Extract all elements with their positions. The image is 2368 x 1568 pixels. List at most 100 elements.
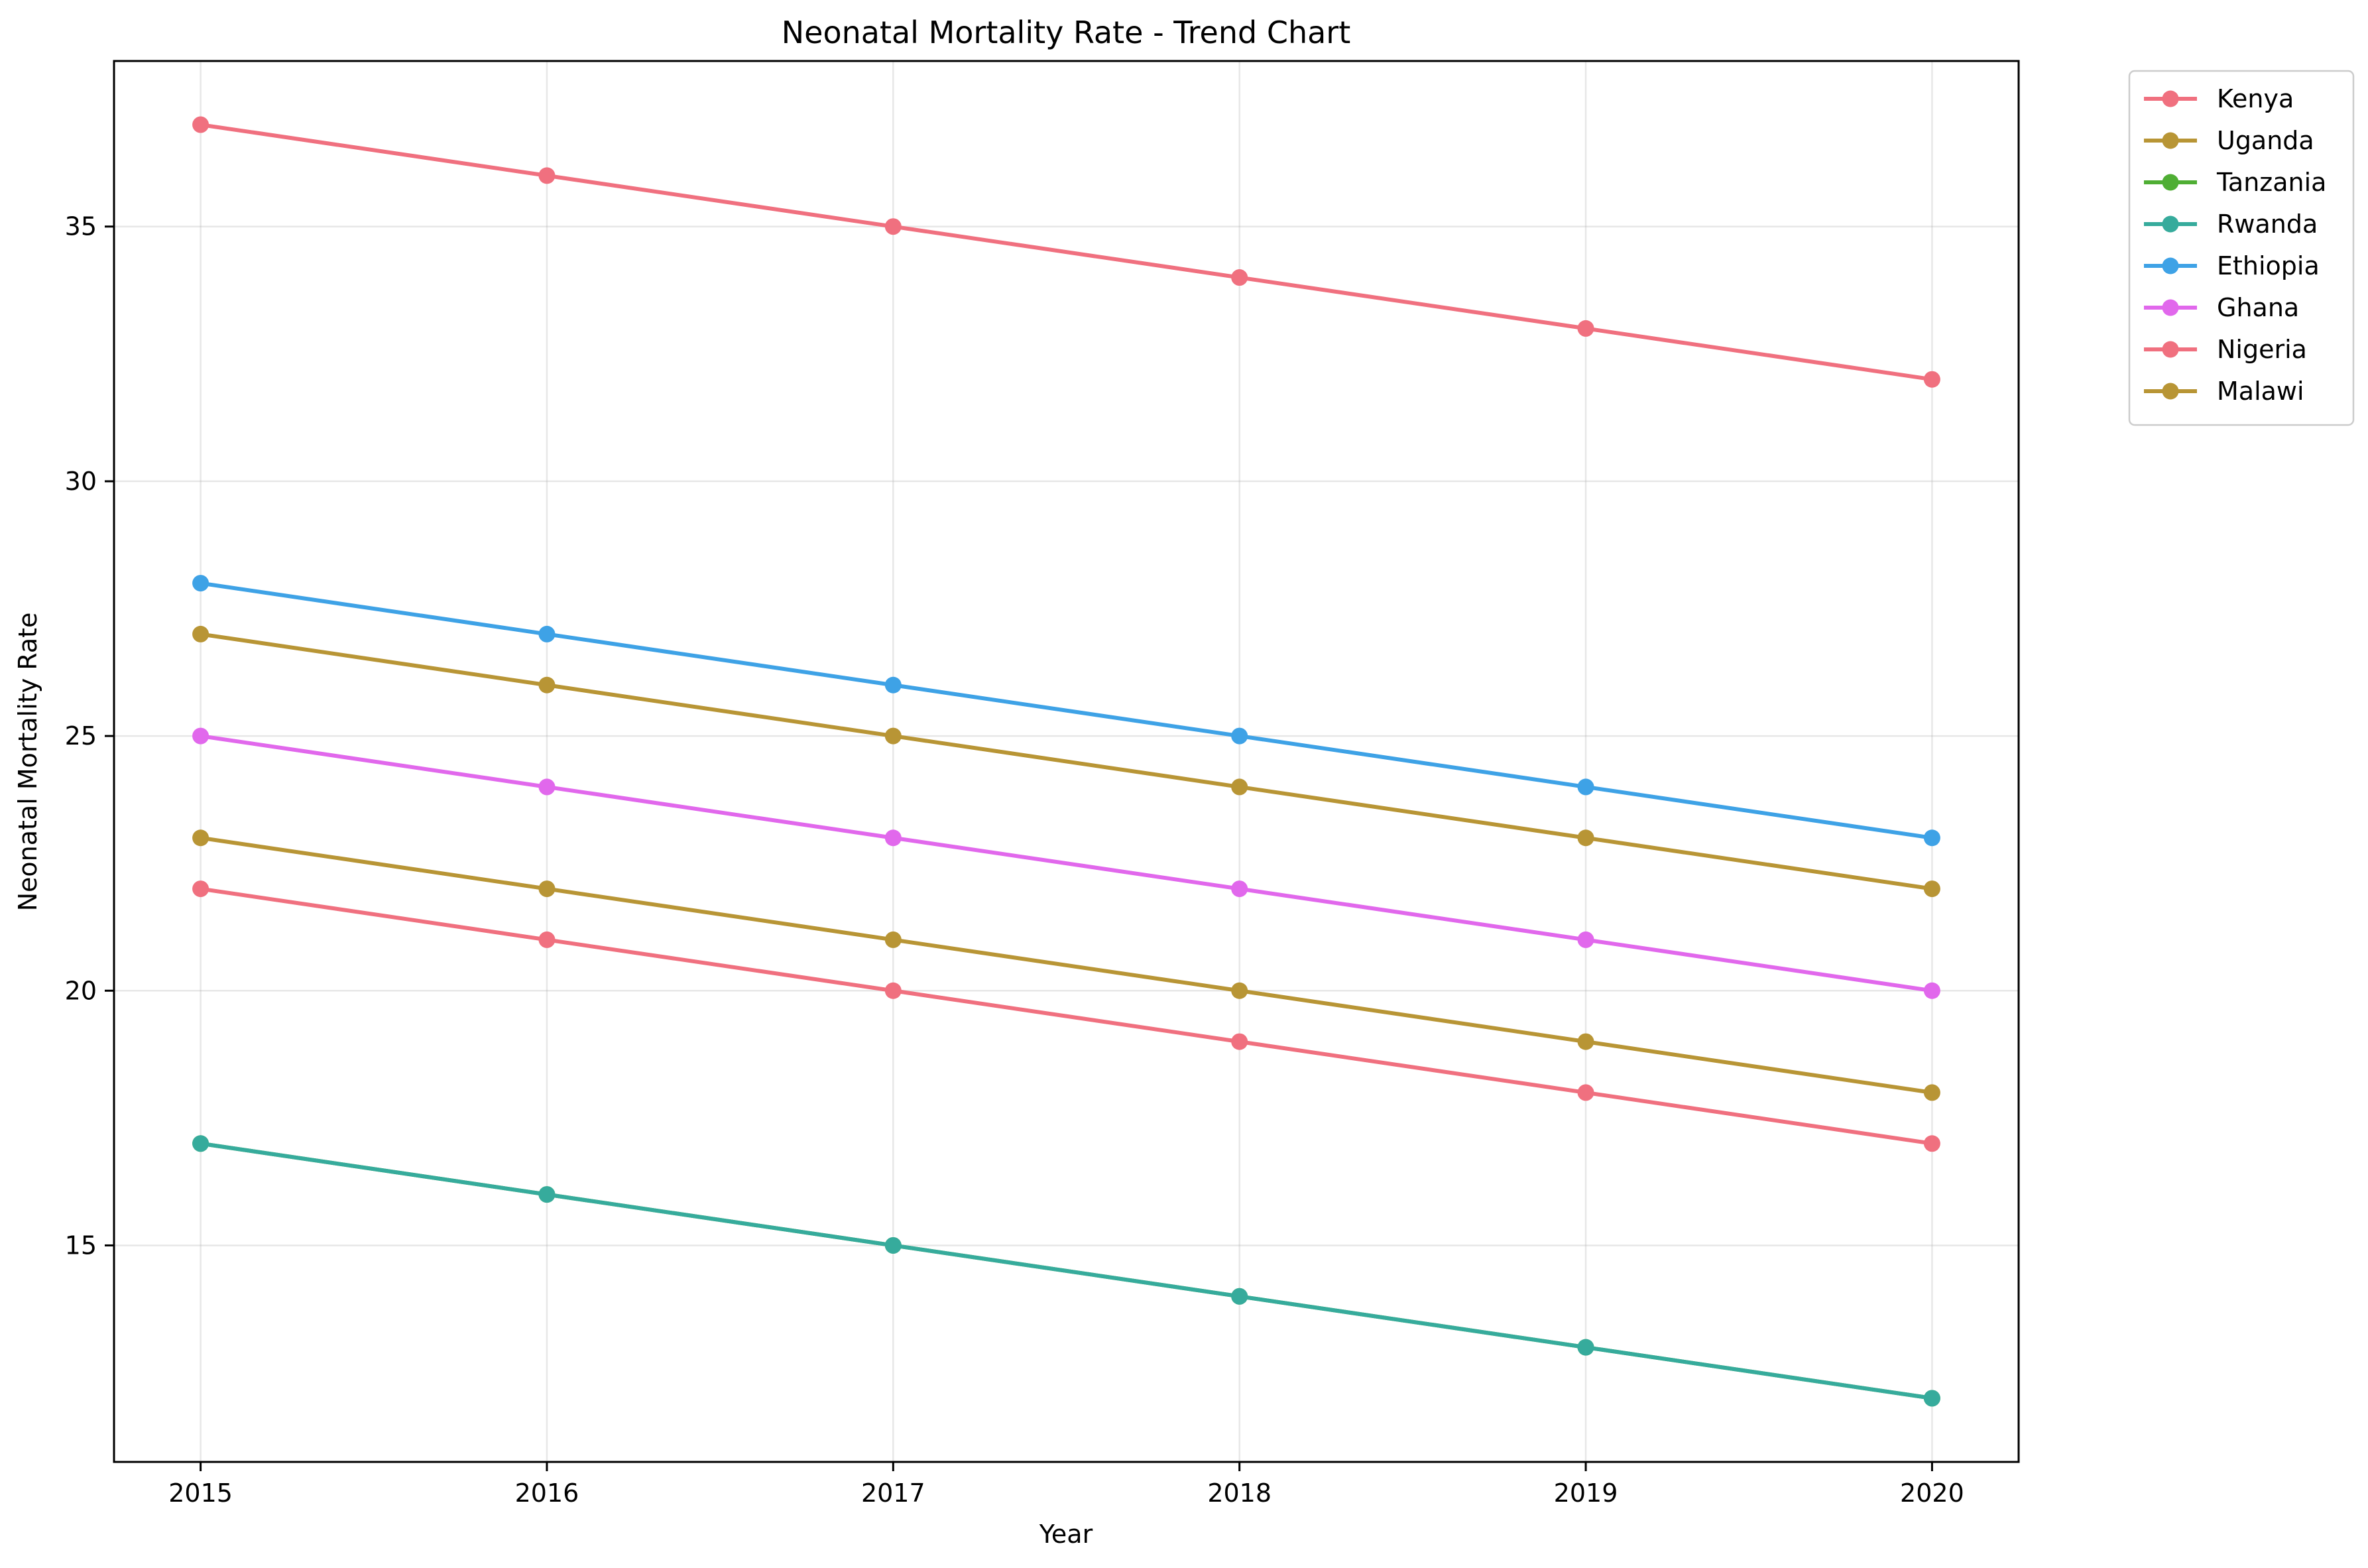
legend: Kenya Uganda Tanzania Rwanda Ethiopia Ghana Ni… — [2128, 70, 2355, 426]
series-line — [198, 733, 1934, 993]
legend-item: Uganda — [2144, 126, 2314, 155]
data-point — [1577, 1033, 1594, 1050]
legend-item: Ethiopia — [2144, 251, 2320, 280]
data-point — [192, 1135, 209, 1152]
data-point — [192, 116, 209, 133]
legend-marker — [2162, 174, 2179, 191]
x-axis: 2015 2016 2017 2018 2019 2020 — [168, 1462, 1964, 1508]
legend-label: Ghana — [2217, 293, 2299, 322]
legend-frame — [2128, 70, 2355, 426]
legend-marker — [2162, 215, 2179, 233]
x-tick-label: 2016 — [515, 1478, 579, 1508]
x-tick-label: 2020 — [1900, 1478, 1964, 1508]
data-point — [1923, 880, 1940, 898]
legend-label: Tanzania — [2216, 168, 2326, 197]
x-axis-label: Year — [1039, 1520, 1093, 1549]
data-point — [192, 575, 209, 592]
legend-item: Malawi — [2144, 377, 2304, 406]
data-point — [884, 1236, 902, 1254]
data-point — [1923, 371, 1940, 388]
data-point — [1577, 1084, 1594, 1101]
data-point — [192, 625, 209, 642]
series-nigeria — [192, 116, 1940, 388]
legend-marker — [2162, 299, 2179, 316]
data-point — [1231, 269, 1248, 286]
data-point — [1923, 1390, 1940, 1407]
series-line — [198, 632, 1934, 891]
data-point — [884, 727, 902, 745]
data-point — [1923, 982, 1940, 999]
y-tick-label: 15 — [65, 1231, 97, 1260]
data-point — [538, 931, 556, 948]
legend-item: Tanzania — [2144, 168, 2326, 197]
legend-marker — [2162, 257, 2179, 274]
data-point — [192, 727, 209, 745]
y-axis: 15 20 25 30 35 — [65, 212, 114, 1260]
data-point — [1231, 1033, 1248, 1050]
data-point — [1577, 778, 1594, 796]
chart-title: Neonatal Mortality Rate - Trend Chart — [782, 15, 1350, 50]
data-point — [538, 1186, 556, 1203]
data-point — [884, 829, 902, 847]
legend-item: Kenya — [2144, 84, 2294, 113]
data-point — [884, 676, 902, 694]
x-tick-label: 2018 — [1207, 1478, 1272, 1508]
y-tick-label: 25 — [65, 721, 97, 751]
data-point — [1923, 829, 1940, 847]
grid — [114, 61, 2019, 1462]
legend-label: Kenya — [2217, 84, 2294, 113]
data-point — [1231, 778, 1248, 796]
data-point — [1577, 931, 1594, 948]
data-point — [538, 625, 556, 642]
data-point — [1231, 1288, 1248, 1305]
series-uganda — [192, 829, 1940, 1101]
series-line — [198, 1141, 1934, 1401]
legend-label: Uganda — [2217, 126, 2314, 155]
data-point — [538, 167, 556, 184]
legend-marker — [2162, 341, 2179, 358]
data-point — [538, 880, 556, 898]
legend-label: Rwanda — [2217, 210, 2318, 239]
legend-item: Nigeria — [2144, 335, 2307, 364]
data-point — [884, 218, 902, 235]
legend-marker — [2162, 90, 2179, 107]
y-tick-label: 30 — [65, 467, 97, 496]
series-line — [198, 122, 1934, 382]
legend-label: Malawi — [2217, 377, 2304, 406]
legend-label: Nigeria — [2217, 335, 2307, 364]
series-lines — [192, 116, 1940, 1407]
y-tick-label: 20 — [65, 976, 97, 1005]
data-point — [1923, 1084, 1940, 1101]
legend-marker — [2162, 132, 2179, 149]
data-point — [538, 778, 556, 796]
data-point — [1231, 727, 1248, 745]
data-point — [1577, 829, 1594, 847]
data-point — [538, 676, 556, 694]
series-rwanda — [192, 1135, 1940, 1407]
data-point — [884, 982, 902, 999]
legend-label: Ethiopia — [2217, 251, 2320, 280]
data-point — [1231, 982, 1248, 999]
series-ethiopia — [192, 575, 1940, 847]
series-malawi — [192, 625, 1940, 898]
x-tick-label: 2017 — [861, 1478, 925, 1508]
x-tick-label: 2019 — [1554, 1478, 1618, 1508]
data-point — [1577, 1339, 1594, 1356]
legend-item: Rwanda — [2144, 210, 2318, 239]
series-kenya — [192, 880, 1940, 1152]
y-tick-label: 35 — [65, 212, 97, 241]
series-line — [198, 835, 1934, 1095]
series-ghana — [192, 727, 1940, 999]
data-point — [884, 931, 902, 948]
data-point — [1231, 880, 1248, 898]
plot-frame — [113, 60, 2020, 1463]
series-line — [198, 886, 1934, 1146]
legend-marker — [2162, 383, 2179, 400]
data-point — [192, 880, 209, 898]
y-axis-label: Neonatal Mortality Rate — [13, 613, 42, 912]
data-point — [1923, 1135, 1940, 1152]
x-tick-label: 2015 — [168, 1478, 233, 1508]
legend-item: Ghana — [2144, 293, 2299, 322]
data-point — [1577, 320, 1594, 337]
